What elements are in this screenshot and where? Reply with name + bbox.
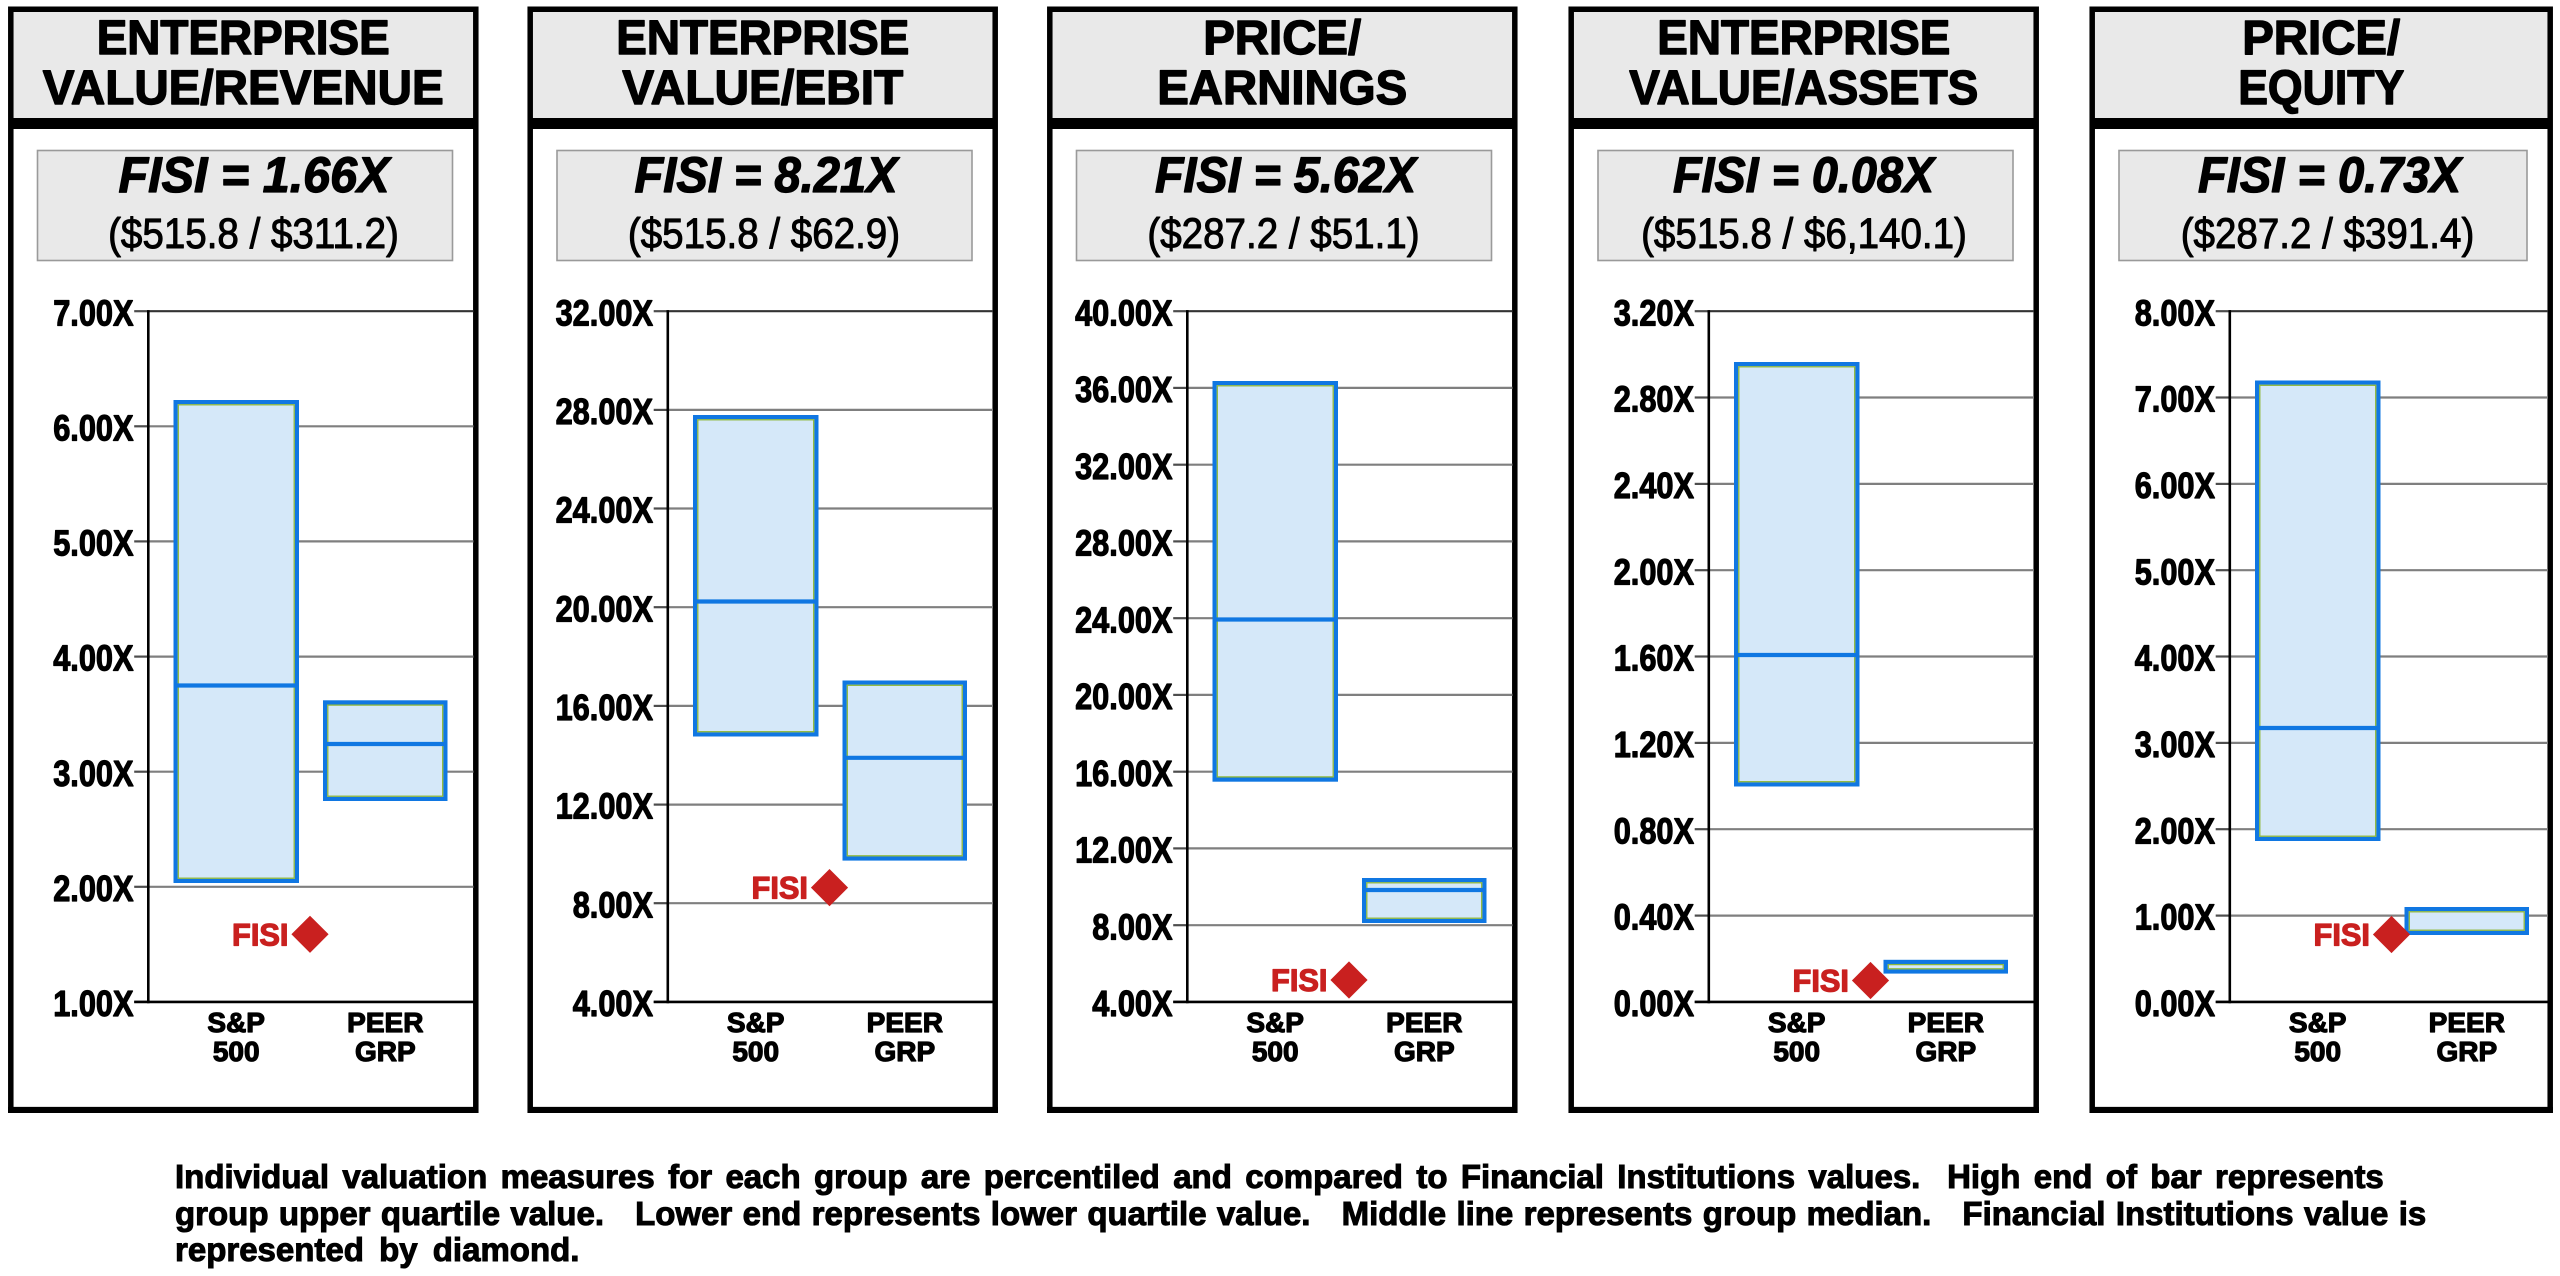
svg-text:4.00X: 4.00X [53, 638, 134, 679]
svg-text:500: 500 [2294, 1036, 2341, 1067]
svg-text:32.00X: 32.00X [1075, 446, 1173, 487]
svg-text:FISI: FISI [2314, 918, 2371, 953]
svg-text:3.00X: 3.00X [53, 753, 134, 794]
svg-text:32.00X: 32.00X [556, 292, 654, 333]
svg-text:2.00X: 2.00X [1614, 551, 1695, 592]
svg-text:8.00X: 8.00X [1092, 906, 1173, 947]
svg-text:PRICE/: PRICE/ [2242, 12, 2400, 65]
svg-text:VALUE/EBIT: VALUE/EBIT [622, 62, 903, 115]
svg-text:2.00X: 2.00X [53, 868, 134, 909]
svg-text:0.40X: 0.40X [1614, 897, 1695, 938]
svg-text:1.20X: 1.20X [1614, 724, 1695, 765]
svg-text:6.00X: 6.00X [53, 407, 134, 448]
svg-text:28.00X: 28.00X [1075, 523, 1173, 564]
svg-text:($515.8 / $6,140.1): ($515.8 / $6,140.1) [1641, 211, 1967, 258]
svg-text:20.00X: 20.00X [1075, 676, 1173, 717]
svg-text:GRP: GRP [1394, 1036, 1455, 1067]
svg-text:GRP: GRP [874, 1036, 935, 1067]
svg-text:FISI: FISI [1271, 963, 1328, 998]
svg-text:5.00X: 5.00X [2135, 551, 2216, 592]
svg-text:S&P: S&P [2289, 1007, 2347, 1038]
svg-text:GRP: GRP [1915, 1036, 1976, 1067]
svg-text:1.60X: 1.60X [1614, 638, 1695, 679]
svg-text:($515.8 / $62.9): ($515.8 / $62.9) [628, 211, 900, 258]
svg-text:ENTERPRISE: ENTERPRISE [616, 12, 909, 65]
svg-text:500: 500 [732, 1036, 779, 1067]
svg-text:7.00X: 7.00X [53, 292, 134, 333]
svg-text:S&P: S&P [207, 1007, 265, 1038]
svg-text:500: 500 [1252, 1036, 1299, 1067]
svg-text:5.00X: 5.00X [53, 523, 134, 564]
svg-text:FISI = 1.66X: FISI = 1.66X [119, 146, 393, 203]
svg-text:FISI = 5.62X: FISI = 5.62X [1155, 146, 1419, 203]
svg-text:S&P: S&P [1246, 1007, 1304, 1038]
svg-text:FISI: FISI [1793, 964, 1850, 999]
svg-text:8.00X: 8.00X [573, 884, 654, 925]
svg-text:ENTERPRISE: ENTERPRISE [1657, 12, 1950, 65]
svg-text:40.00X: 40.00X [1075, 292, 1173, 333]
svg-text:FISI = 8.21X: FISI = 8.21X [635, 146, 901, 203]
svg-text:VALUE/ASSETS: VALUE/ASSETS [1629, 62, 1978, 115]
svg-text:4.00X: 4.00X [573, 983, 654, 1024]
svg-text:16.00X: 16.00X [1075, 753, 1173, 794]
svg-text:PEER: PEER [2429, 1007, 2505, 1038]
svg-text:12.00X: 12.00X [1075, 830, 1173, 871]
svg-text:GRP: GRP [355, 1036, 416, 1067]
svg-text:6.00X: 6.00X [2135, 465, 2216, 506]
svg-text:PEER: PEER [867, 1007, 943, 1038]
svg-text:PEER: PEER [1908, 1007, 1984, 1038]
svg-text:24.00X: 24.00X [556, 490, 654, 531]
svg-text:2.40X: 2.40X [1614, 465, 1695, 506]
svg-text:4.00X: 4.00X [1092, 983, 1173, 1024]
svg-text:0.80X: 0.80X [1614, 810, 1695, 851]
svg-text:0.00X: 0.00X [1614, 983, 1695, 1024]
svg-text:12.00X: 12.00X [556, 786, 654, 827]
svg-text:3.00X: 3.00X [2135, 724, 2216, 765]
svg-text:500: 500 [1773, 1036, 1820, 1067]
svg-text:FISI = 0.08X: FISI = 0.08X [1673, 146, 1937, 203]
svg-text:S&P: S&P [727, 1007, 785, 1038]
svg-text:2.80X: 2.80X [1614, 379, 1695, 420]
svg-text:0.00X: 0.00X [2135, 983, 2216, 1024]
svg-text:4.00X: 4.00X [2135, 638, 2216, 679]
svg-text:36.00X: 36.00X [1075, 369, 1173, 410]
svg-text:20.00X: 20.00X [556, 588, 654, 629]
svg-text:24.00X: 24.00X [1075, 599, 1173, 640]
svg-text:S&P: S&P [1768, 1007, 1826, 1038]
svg-text:($287.2 / $391.4): ($287.2 / $391.4) [2181, 211, 2475, 258]
svg-text:PEER: PEER [347, 1007, 423, 1038]
svg-text:3.20X: 3.20X [1614, 292, 1695, 333]
svg-text:($515.8 / $311.2): ($515.8 / $311.2) [108, 211, 399, 258]
svg-text:FISI = 0.73X: FISI = 0.73X [2198, 146, 2464, 203]
svg-text:8.00X: 8.00X [2135, 292, 2216, 333]
svg-text:PEER: PEER [1386, 1007, 1462, 1038]
svg-text:7.00X: 7.00X [2135, 379, 2216, 420]
svg-text:FISI: FISI [752, 871, 809, 906]
svg-text:GRP: GRP [2436, 1036, 2497, 1067]
svg-text:VALUE/REVENUE: VALUE/REVENUE [43, 62, 444, 115]
svg-text:PRICE/: PRICE/ [1203, 12, 1361, 65]
svg-text:($287.2 / $51.1): ($287.2 / $51.1) [1147, 211, 1419, 258]
svg-text:EARNINGS: EARNINGS [1157, 62, 1407, 115]
svg-text:2.00X: 2.00X [2135, 810, 2216, 851]
svg-text:28.00X: 28.00X [556, 391, 654, 432]
svg-text:16.00X: 16.00X [556, 687, 654, 728]
svg-text:ENTERPRISE: ENTERPRISE [97, 12, 390, 65]
svg-text:EQUITY: EQUITY [2238, 62, 2404, 115]
svg-text:500: 500 [213, 1036, 260, 1067]
svg-text:1.00X: 1.00X [53, 983, 134, 1024]
svg-text:FISI: FISI [232, 917, 289, 952]
svg-text:1.00X: 1.00X [2135, 897, 2216, 938]
